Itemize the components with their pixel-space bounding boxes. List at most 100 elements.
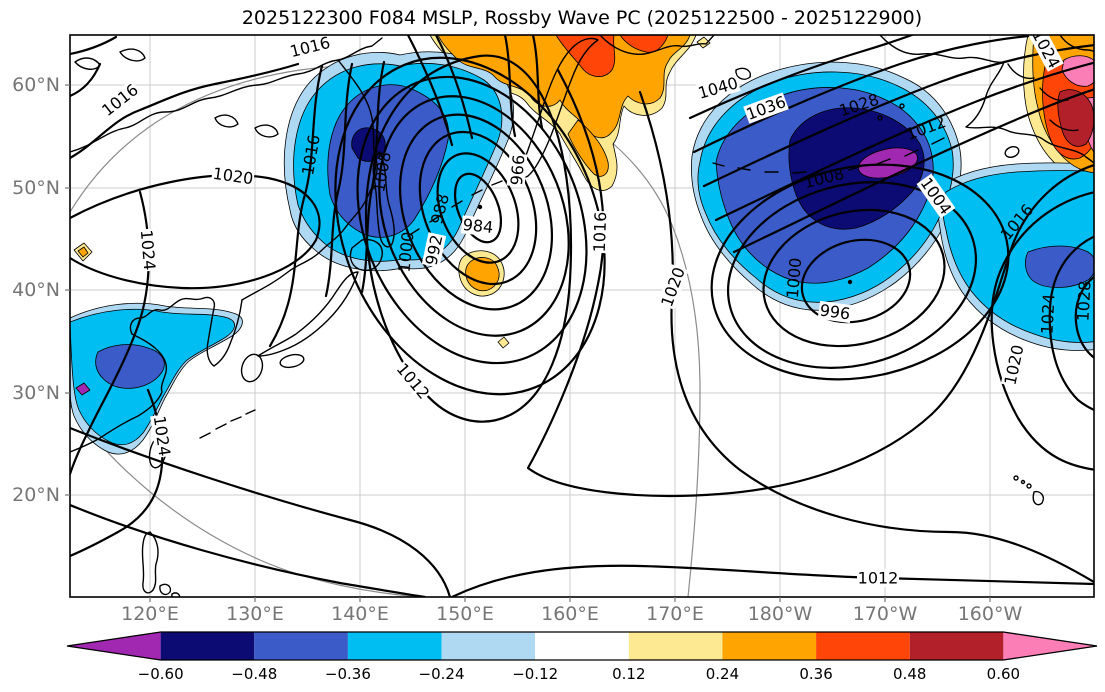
contour-label-halo: [97, 79, 143, 121]
contour-label-text: 1000: [394, 231, 417, 273]
colorbar-tick-label-6: 0.24: [706, 665, 739, 683]
contour-label-996-11: 996: [506, 153, 528, 187]
contour-label-text: 1000: [783, 257, 805, 299]
pos-top-red-1: [555, 35, 616, 77]
map-frame: [69, 34, 1095, 598]
pos-alaska-darkred: [1057, 89, 1094, 147]
x-tick-label-1: 130°E: [226, 603, 284, 625]
y-tick-label-4: 20°N: [12, 484, 60, 506]
pos-speck-left-orange: [77, 246, 89, 258]
colorbar-arrow-left: [67, 632, 161, 660]
neg-band-royal: [1024, 245, 1094, 288]
x-tick-label-5: 170°E: [646, 603, 704, 625]
contour-label-halo: [817, 300, 853, 324]
colorbar-tick-label-2: −0.36: [325, 665, 371, 683]
contour-label-1024-4: 1024: [150, 413, 174, 459]
y-tick-label-0: 60°N: [12, 74, 60, 96]
contour-label-1016-12: 1016: [590, 210, 610, 254]
pos-speck-top: [696, 36, 711, 49]
contour-label-halo: [590, 210, 610, 254]
colorbar-tick-label-4: −0.12: [512, 665, 558, 683]
colorbar-segment-lightyellow: [628, 632, 723, 660]
contour-label-halo: [1028, 35, 1064, 72]
y-tick-label-3: 30°N: [12, 382, 60, 404]
y-tick-label-2: 40°N: [12, 279, 60, 301]
x-tick-label-8: 160°W: [958, 603, 1023, 625]
contour-label-1016-0: 1016: [97, 79, 143, 121]
contour-label-text: 1012: [858, 569, 899, 588]
contour-label-text: 1020: [212, 164, 255, 188]
y-tick-label-1: 50°N: [12, 177, 60, 199]
contour-label-996-22: 996: [817, 300, 853, 324]
neg-china-purple: [75, 382, 91, 396]
contour-label-text: 1024: [150, 415, 174, 458]
colorbar-segment-darkred: [909, 632, 1004, 660]
x-tick-label-7: 170°W: [853, 603, 918, 625]
contour-label-text: 984: [462, 215, 494, 237]
colorbar-tick-label-0: −0.60: [138, 665, 184, 683]
contour-label-halo: [506, 153, 528, 187]
pos-tongue-orange: [567, 119, 609, 177]
colorbar-tick-label-9: 0.60: [987, 665, 1020, 683]
contour-label-text: 1016: [288, 33, 332, 61]
contour-label-halo: [743, 92, 789, 124]
contour-label-text: 1020: [1000, 343, 1027, 387]
colorbar-outline: [66, 631, 1098, 661]
colorbar-segment-white: [535, 632, 629, 660]
contour-label-1016-1: 1016: [287, 33, 333, 61]
colorbar-tick-label-8: 0.48: [893, 665, 926, 683]
axis-tick-labels: 120°E 130°E 140°E 150°E 160°E 170°E 180°W 170°W…: [12, 74, 1022, 625]
contour-label-text: 1028: [1073, 280, 1094, 322]
colorbar-tick-label-3: −0.24: [419, 665, 465, 683]
colorbar: −0.60 −0.48 −0.36 −0.24 −0.12 0.12 0.24 0.36 0.4…: [66, 631, 1098, 683]
contour-label-text: 1016: [590, 211, 610, 252]
contour-label-1012-27: 1012: [857, 569, 899, 588]
colorbar-segment-orangered: [816, 632, 910, 660]
colorbar-segment-navy: [160, 632, 255, 660]
contour-label-1028-26: 1028: [1073, 280, 1094, 322]
contour-label-1000-21: 1000: [783, 257, 805, 299]
x-tick-label-0: 120°E: [121, 603, 179, 625]
neg-band-cyan: [942, 170, 1094, 343]
contour-label-halo: [916, 173, 956, 219]
contour-label-halo: [657, 264, 689, 310]
contour-label-text: 1024: [1037, 293, 1058, 335]
contour-label-halo: [150, 413, 174, 459]
colorbar-tick-label-1: −0.48: [231, 665, 277, 683]
colorbar-segment-lightblue: [441, 632, 536, 660]
contour-label-text: 1020: [657, 265, 689, 310]
colorbar-segment-cyan: [347, 632, 442, 660]
contour-label-984-10: 984: [460, 215, 496, 237]
x-tick-label-6: 180°W: [748, 603, 813, 625]
contour-label-text: 996: [506, 154, 528, 186]
chart-title: 2025122300 F084 MSLP, Rossby Wave PC (20…: [242, 7, 922, 29]
x-tick-label-4: 160°E: [541, 603, 599, 625]
contour-label-halo: [1000, 342, 1028, 388]
gridlines: [70, 35, 1094, 597]
contour-label-1000-7: 1000: [394, 231, 417, 273]
contour-label-halo: [392, 359, 434, 403]
contour-label-halo: [137, 228, 159, 272]
contour-label-1024-25: 1024: [1037, 293, 1058, 335]
contour-label-halo: [210, 164, 256, 188]
colorbar-segment-royal: [254, 632, 348, 660]
colorbar-arrow-right: [1003, 632, 1097, 660]
contour-label-1020-24: 1020: [1000, 342, 1028, 388]
contour-label-halo: [857, 569, 899, 587]
contour-label-text: 996: [819, 300, 852, 323]
contour-label-halo: [421, 232, 447, 268]
x-tick-label-2: 140°E: [331, 603, 389, 625]
pos-central-orange: [465, 257, 500, 292]
contour-label-halo: [287, 35, 333, 61]
contour-label-text: 1024: [137, 229, 159, 271]
colorbar-tick-label-7: 0.36: [799, 665, 832, 683]
colorbar-segment-orange: [722, 632, 817, 660]
pos-speck-mid: [497, 336, 510, 349]
contour-label-1020-2: 1020: [210, 164, 256, 188]
neg-china-royal: [95, 344, 165, 389]
colorbar-tick-label-5: 0.12: [612, 665, 645, 683]
x-tick-label-3: 150°E: [436, 603, 494, 625]
pos-top-red-2: [619, 35, 669, 53]
